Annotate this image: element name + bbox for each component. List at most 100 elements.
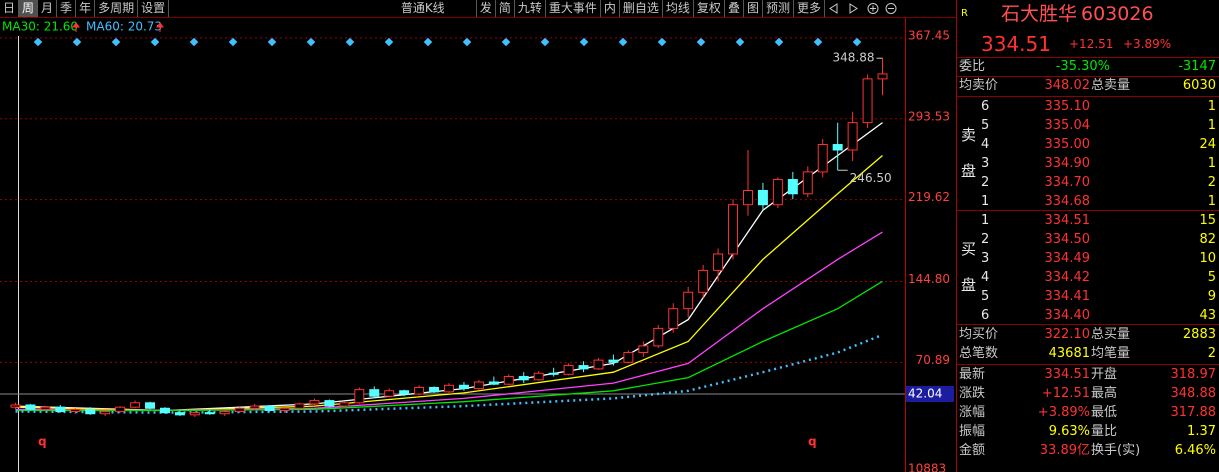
level: 1: [981, 194, 990, 209]
candle-body: [503, 376, 514, 385]
volume: 2: [1207, 175, 1216, 190]
zoom-out-icon: [885, 3, 897, 14]
next-icon: [849, 3, 858, 14]
tool-button[interactable]: 重大事件: [546, 0, 601, 17]
volume: 1: [1207, 194, 1216, 209]
tool-button[interactable]: 简: [496, 0, 515, 17]
candle-body: [40, 406, 51, 410]
event-diamond: [501, 37, 511, 47]
book-row: 2 334.50 82: [957, 230, 1219, 249]
high-marker-label: 348.88: [833, 51, 875, 65]
tool-button[interactable]: 复权: [694, 0, 725, 17]
book-row: 3 334.49 10: [957, 249, 1219, 268]
period-button[interactable]: 多周期: [95, 0, 139, 17]
tool-button[interactable]: 九转: [515, 0, 546, 17]
value: 317.88: [1170, 405, 1217, 420]
tool-button[interactable]: 叠: [725, 0, 744, 17]
event-diamond: [228, 37, 238, 47]
label: 换手(实): [1091, 443, 1141, 458]
candle-body: [832, 144, 843, 151]
tool-button[interactable]: 删自选: [620, 0, 663, 17]
tool-button[interactable]: 均线: [663, 0, 694, 17]
tool-button[interactable]: 内: [601, 0, 620, 17]
side-char: 盘: [961, 276, 977, 294]
pct: +3.89%: [1123, 37, 1172, 51]
level: 4: [981, 137, 990, 152]
candle-body: [877, 73, 888, 80]
period-button[interactable]: 周: [19, 0, 39, 17]
value: 334.51: [1044, 367, 1091, 382]
candle-body: [548, 372, 559, 375]
value: 2: [1207, 346, 1216, 361]
tool-button[interactable]: 图: [744, 0, 763, 17]
legend-label: MA60: 20.73: [86, 20, 162, 34]
value: 6.46%: [1174, 443, 1216, 458]
legend-arrow: [156, 22, 164, 32]
side-char: 卖: [961, 126, 977, 144]
book-row: 5 335.04 1: [957, 116, 1219, 135]
book-row: 6 334.40 43: [957, 306, 1219, 325]
label: 金额: [959, 443, 986, 458]
value: 322.10: [1044, 327, 1091, 342]
period-button[interactable]: 月: [38, 0, 58, 17]
candle-body: [115, 406, 126, 413]
candle-body: [668, 308, 679, 329]
event-diamond: [735, 37, 745, 47]
price: 334.49: [1044, 251, 1091, 266]
kline-chart: MA30: 21.60 MA60: 20.73 367.45 293.53 219.62…: [0, 17, 956, 472]
price: 334.41: [1044, 289, 1091, 304]
separator: [957, 76, 1219, 77]
price: 334.68: [1044, 194, 1091, 209]
value: +12.51: [1041, 386, 1090, 401]
period-button[interactable]: 年: [76, 0, 96, 17]
candle-body: [787, 179, 798, 195]
book-row: 6 335.10 1: [957, 97, 1219, 116]
candle-body: [234, 407, 245, 413]
event-diamond: [384, 37, 394, 47]
candle-body: [563, 365, 574, 375]
price: 334.40: [1044, 308, 1091, 323]
candle-body: [130, 402, 141, 408]
nav-icons[interactable]: [825, 0, 905, 17]
side-char: 盘: [961, 162, 977, 180]
period-button[interactable]: 设置: [138, 0, 170, 17]
candle-body: [174, 412, 185, 416]
event-diamond: [306, 37, 316, 47]
zoom-in-icon: [867, 3, 879, 14]
level: 3: [981, 251, 990, 266]
candle-body: [802, 171, 813, 195]
separator: [957, 324, 1219, 325]
tool-button[interactable]: 普通K线: [398, 0, 477, 17]
tool-button[interactable]: 预测: [763, 0, 794, 17]
candle-body: [742, 189, 753, 206]
book-row: 1 334.68 1: [957, 192, 1219, 211]
stat-row: 最新 334.51 开盘 318.97: [957, 365, 1219, 384]
event-diamond: [540, 37, 550, 47]
level: 5: [981, 118, 990, 133]
label: 总笔数: [959, 346, 999, 361]
candle-body: [713, 253, 724, 271]
event-diamond: [774, 37, 784, 47]
candle-body: [414, 386, 425, 395]
candle-body: [264, 405, 275, 411]
candle-body: [309, 400, 320, 405]
price: 334.50: [1044, 232, 1091, 247]
level: 5: [981, 289, 990, 304]
period-button[interactable]: 季: [57, 0, 77, 17]
candle-body: [862, 78, 873, 124]
y-tick-label: 219.62: [908, 190, 950, 204]
period-button[interactable]: 日: [0, 0, 20, 17]
tool-button[interactable]: 发: [477, 0, 496, 17]
change: +12.51: [1069, 37, 1114, 51]
stock-name: 石大胜华: [1001, 3, 1078, 25]
trades-row: 总笔数 43681 均笔量 2: [957, 344, 1219, 363]
ma-line: [15, 333, 883, 414]
value: +3.89%: [1037, 405, 1090, 420]
candle-body: [593, 359, 604, 370]
side-label: 卖盘: [961, 117, 977, 189]
candle-body: [384, 390, 395, 397]
value: 43681: [1048, 346, 1090, 361]
volume: 15: [1199, 213, 1216, 228]
tool-button[interactable]: 更多: [794, 0, 825, 17]
